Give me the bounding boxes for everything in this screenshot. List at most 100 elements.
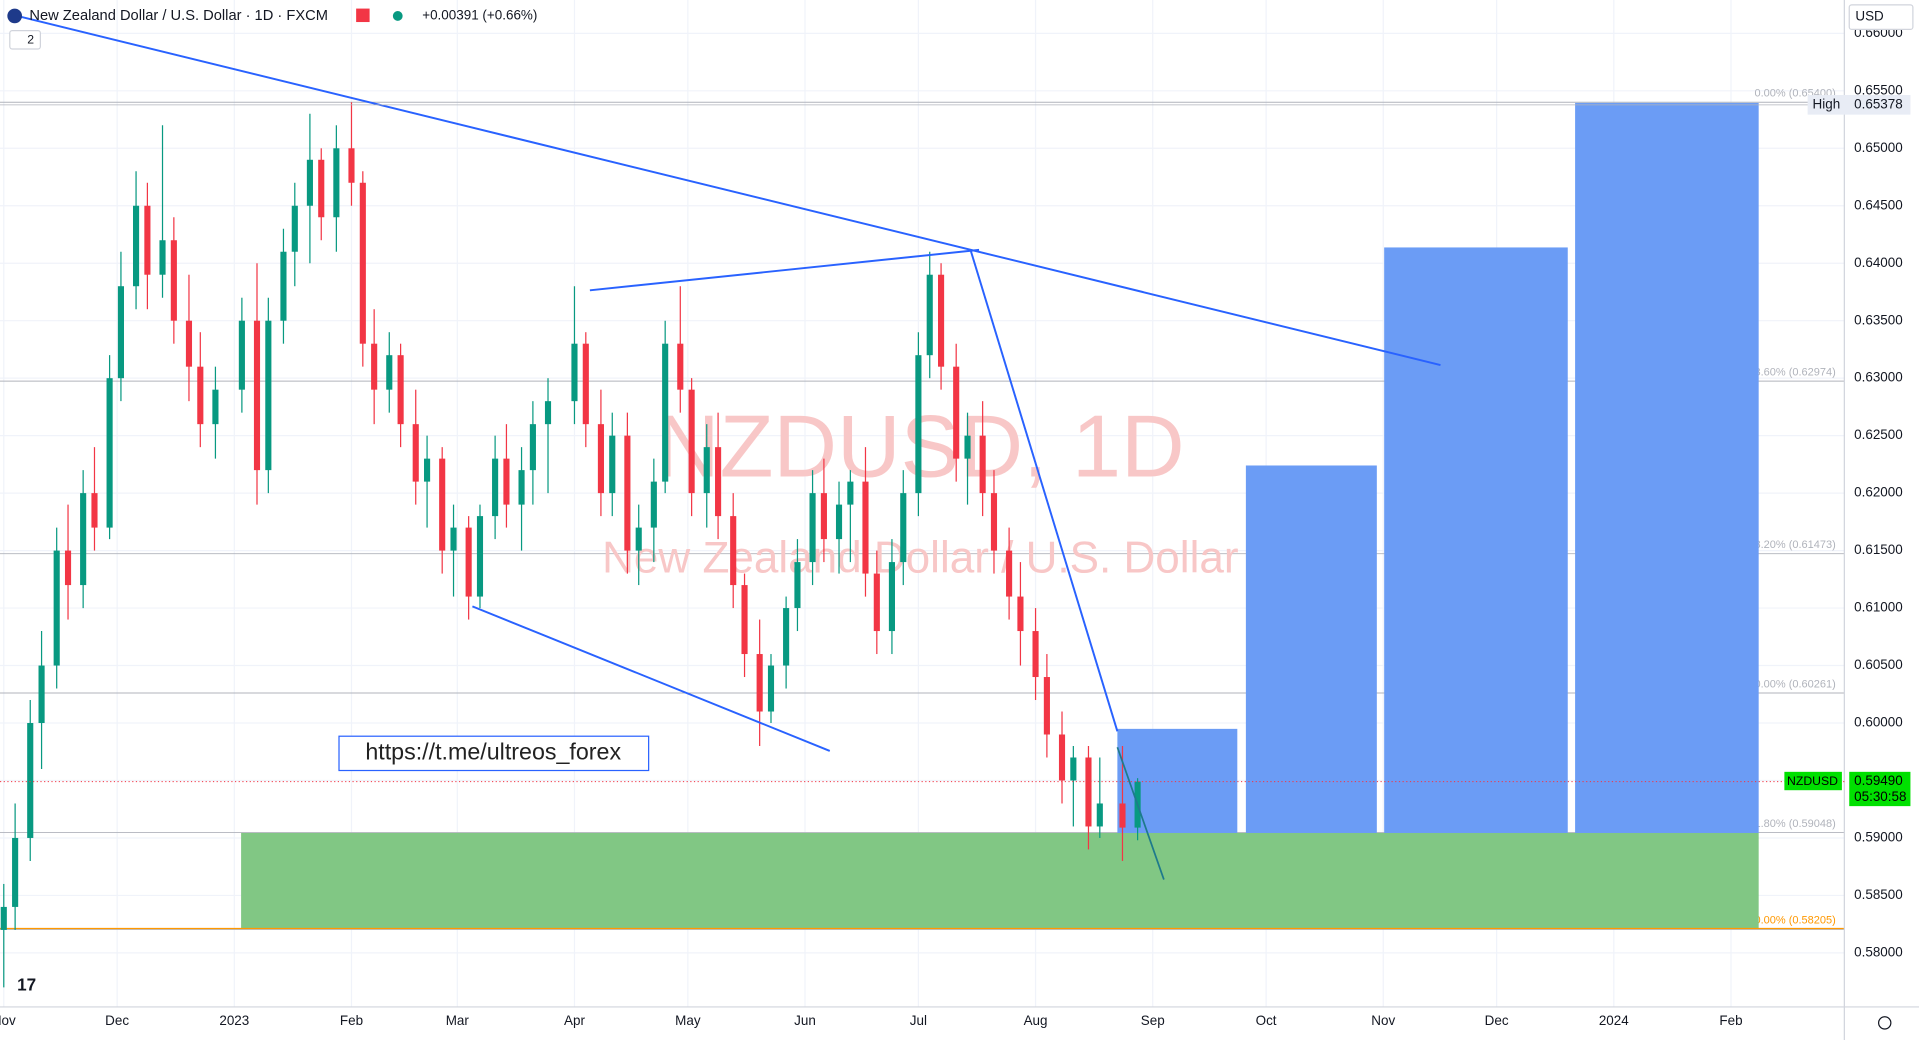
trend-line — [969, 249, 1119, 732]
candle-body — [873, 573, 880, 632]
y-tick-label: 0.60000 — [1854, 715, 1903, 730]
candle-body — [756, 654, 763, 712]
x-tick-label: Nov — [0, 1013, 16, 1028]
candle-body — [27, 723, 34, 838]
candle-body — [582, 343, 589, 425]
candle-body — [938, 274, 945, 367]
trend-lines — [12, 13, 1441, 752]
candle-body — [1058, 734, 1066, 781]
high-tag-value: 0.65378 — [1854, 96, 1903, 111]
candle-body — [1006, 550, 1013, 597]
candle-body — [571, 343, 578, 402]
x-tick-label: Dec — [105, 1013, 129, 1028]
high-tag — [1807, 95, 1911, 115]
trend-line — [589, 248, 980, 292]
candle-body — [767, 665, 775, 712]
link[interactable]: https://t.me/ultreos_forex — [365, 738, 621, 764]
candle-body — [80, 493, 87, 586]
candle-body — [0, 906, 7, 930]
candle-body — [783, 608, 790, 666]
candle-body — [503, 458, 510, 505]
y-tick-label: 0.63500 — [1854, 312, 1903, 327]
trend-line — [472, 605, 831, 752]
candle-body — [635, 527, 642, 551]
x-tick-label: 2023 — [219, 1013, 249, 1028]
y-tick-label: 0.59000 — [1854, 830, 1903, 845]
price-tag — [1849, 771, 1911, 807]
x-tick-label: Jun — [794, 1013, 816, 1028]
projection-box — [1384, 247, 1568, 833]
axes: 0.580000.585000.590000.595000.600000.605… — [0, 25, 1911, 1028]
currency-select[interactable] — [1848, 4, 1914, 31]
projection-box — [1575, 102, 1759, 833]
symbol-icon — [7, 8, 23, 24]
flag-icon[interactable] — [356, 8, 370, 23]
candle-body — [529, 424, 536, 471]
y-tick-label: 0.63000 — [1854, 370, 1903, 385]
logo: 17 — [17, 975, 36, 995]
watermark-subtitle: New Zealand Dollar / U.S. Dollar — [602, 534, 1238, 583]
candle-body — [518, 470, 525, 505]
settings-icon[interactable] — [1878, 1016, 1892, 1030]
candle-body — [926, 274, 933, 356]
x-tick-label: Aug — [1024, 1013, 1048, 1028]
indicator-count[interactable]: 2 — [27, 33, 34, 47]
price-tag-label: 0.59490 — [1854, 773, 1903, 788]
y-tick-label: 0.61500 — [1854, 542, 1903, 557]
currency[interactable]: USD — [1855, 9, 1884, 24]
y-tick-label: 0.58500 — [1854, 887, 1903, 902]
x-tick-label: Feb — [1719, 1013, 1742, 1028]
x-tick-label: Nov — [1371, 1013, 1395, 1028]
candle-body — [333, 148, 340, 218]
trend-line — [12, 13, 1441, 366]
y-tick-label: 0.65000 — [1854, 140, 1903, 155]
trend-line — [1116, 746, 1165, 880]
candle-body — [476, 516, 484, 597]
candle-body — [730, 516, 737, 586]
x-tick-label: Feb — [340, 1013, 363, 1028]
candle-body — [91, 493, 98, 528]
candle-body — [1096, 803, 1103, 827]
candle-body — [465, 527, 472, 597]
candle-body — [170, 240, 177, 321]
fib-label: 70.00% (0.58205) — [1748, 915, 1835, 927]
x-tick-label: 2024 — [1599, 1013, 1629, 1028]
candle-body — [1070, 757, 1077, 781]
symbol-tag — [1784, 771, 1842, 791]
change: +0.00391 (+0.66%) — [422, 7, 537, 22]
candle-body — [650, 481, 657, 528]
candle-body — [38, 665, 45, 724]
status-dot — [392, 11, 403, 21]
candle-body — [900, 493, 907, 563]
candle-body — [953, 366, 960, 459]
y-tick-label: 0.60500 — [1854, 657, 1903, 672]
candle-body — [359, 182, 366, 344]
x-tick-label: May — [675, 1013, 701, 1028]
indicator-toggle[interactable] — [9, 30, 41, 50]
fib-label: 23.60% (0.62974) — [1748, 366, 1835, 378]
y-tick-label: 0.61000 — [1854, 600, 1903, 615]
candle-body — [159, 240, 166, 275]
candle-body — [117, 286, 125, 379]
candle-body — [306, 159, 313, 206]
x-tick-label: Dec — [1485, 1013, 1509, 1028]
candle-body — [492, 458, 499, 517]
candle-body — [265, 320, 272, 471]
candle-body — [915, 355, 922, 494]
projection-box — [1245, 465, 1377, 833]
candle-body — [412, 424, 419, 482]
candle-body — [132, 205, 140, 287]
candle-body — [64, 550, 72, 586]
candle-body — [715, 447, 722, 517]
candle-body — [794, 562, 801, 609]
candle-body — [253, 320, 261, 471]
candle-body — [677, 343, 684, 390]
candle-body — [862, 481, 869, 574]
candle-body — [371, 343, 378, 390]
candle-body — [597, 424, 604, 494]
candle-body — [1085, 757, 1092, 827]
y-tick-label: 0.62000 — [1854, 485, 1903, 500]
candle-body — [397, 355, 404, 425]
